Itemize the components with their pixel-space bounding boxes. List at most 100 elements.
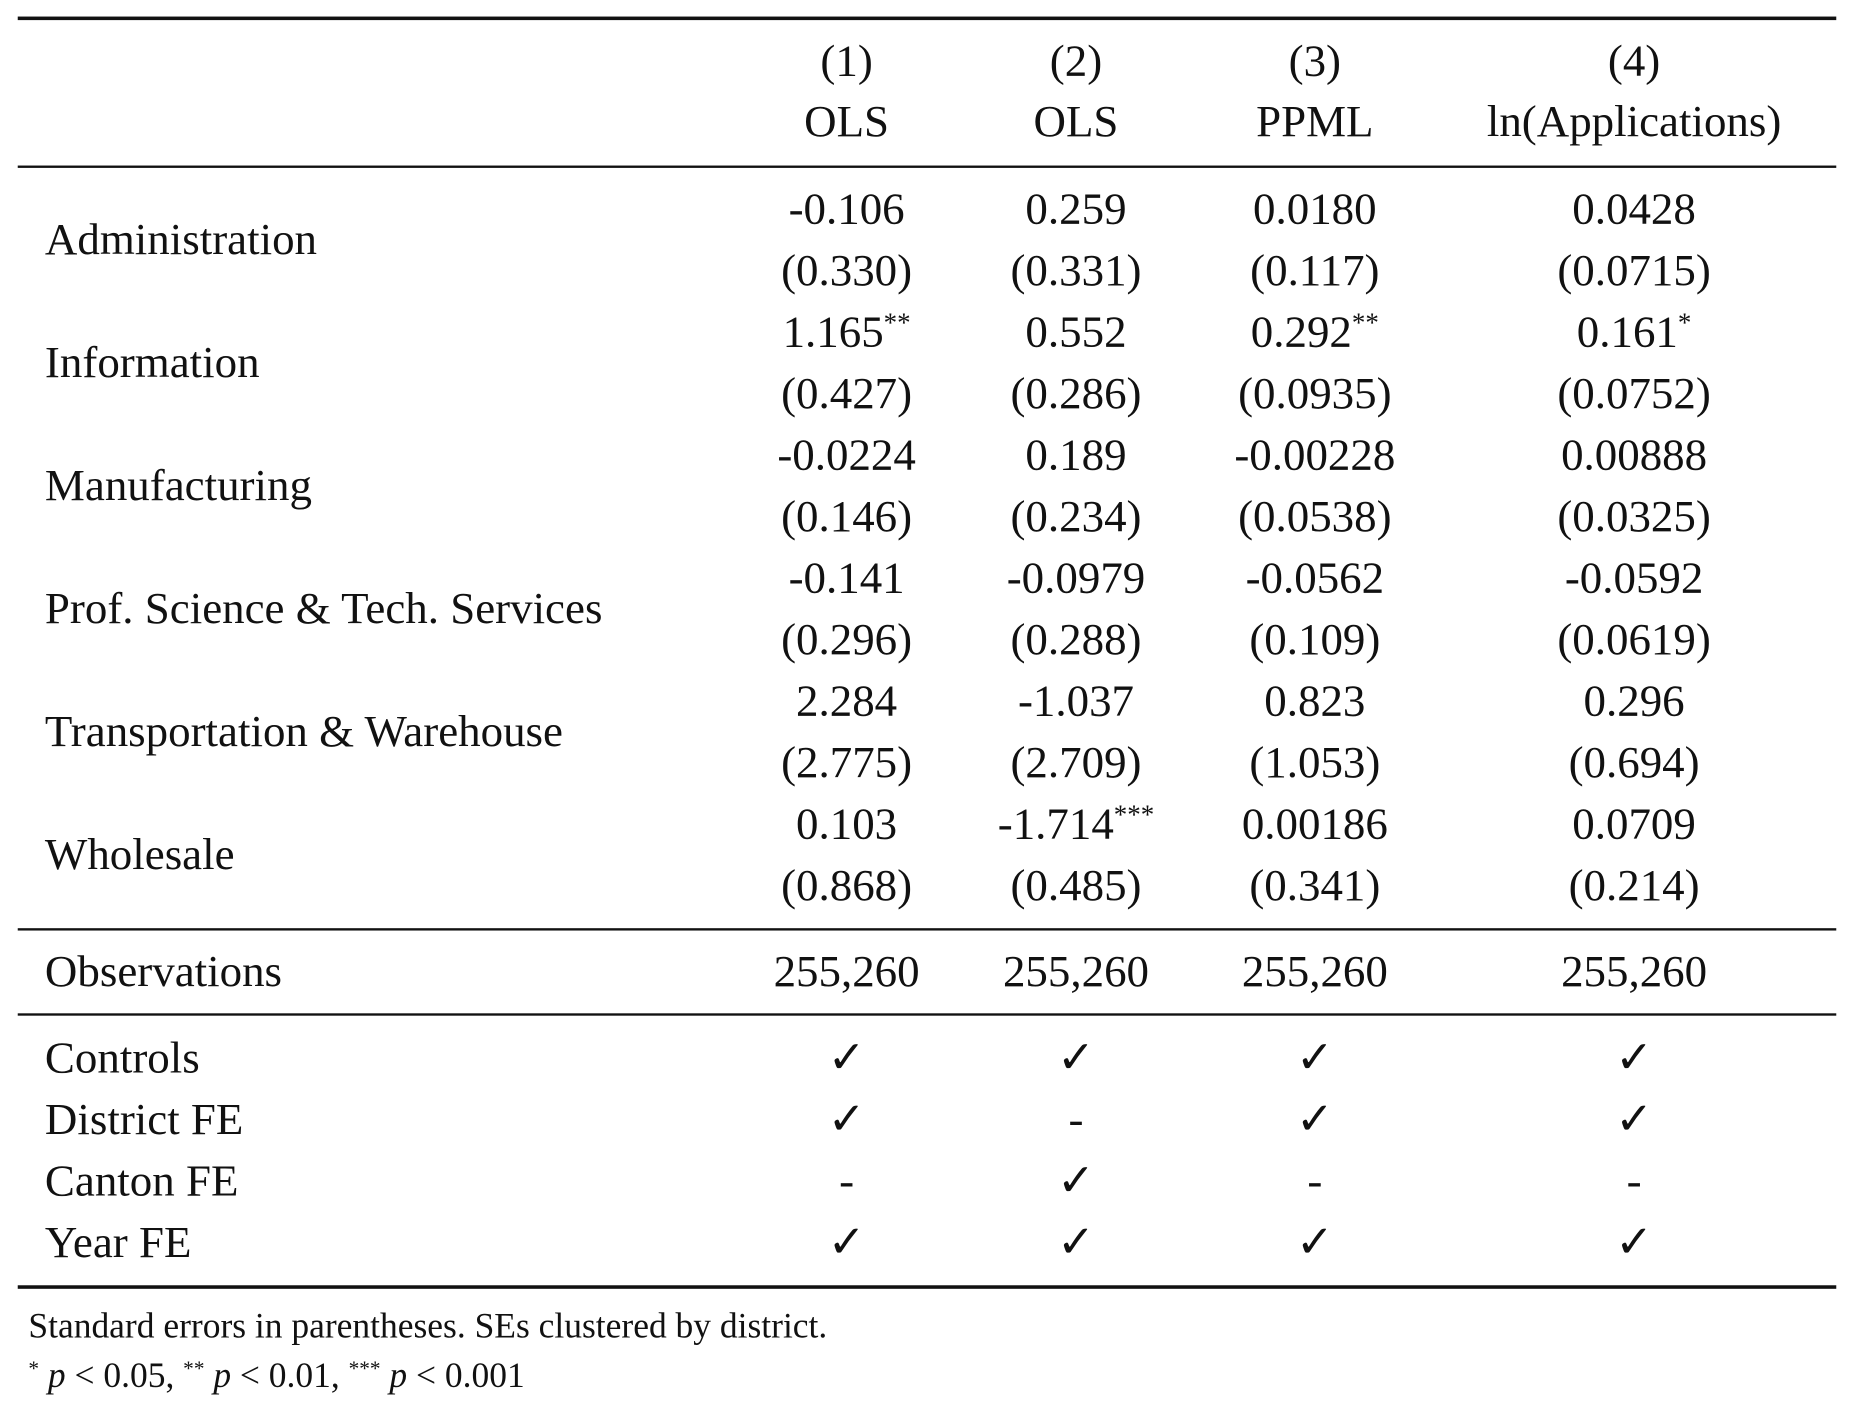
column-model: ln(Applications) (1486, 96, 1782, 147)
note-bound: < 0.05, (74, 1356, 175, 1396)
coefficient: -0.141 (788, 553, 905, 604)
coefficient: 0.189 (1025, 430, 1127, 481)
coefficient-cell: 0.292** (1250, 307, 1379, 358)
coefficient-cell: 0.00888 (1561, 433, 1707, 478)
note-stars: * (28, 1356, 40, 1380)
coefficient-cell: 0.0180 (1253, 187, 1377, 232)
coefficient-cell: 0.296 (1584, 679, 1685, 724)
fe-mark: ✓ (1057, 1033, 1095, 1084)
row-label: Year FE (44, 1217, 192, 1268)
note-stars: *** (348, 1356, 381, 1380)
coefficient-cell: 0.552 (1025, 310, 1126, 355)
row-label: Information (44, 338, 260, 388)
standard-error: (0.214) (1568, 860, 1700, 911)
row-label: Wholesale (44, 830, 235, 880)
coefficient-cell: 1.165** (783, 307, 911, 354)
coefficient: 0.259 (1025, 184, 1127, 235)
standard-error: (0.0752) (1557, 368, 1711, 419)
note-stars: ** (183, 1356, 205, 1380)
coefficient-cell: 2.284 (796, 679, 897, 724)
column-model: OLS (1033, 96, 1119, 147)
coefficient-cell: 0.0709 (1572, 802, 1696, 847)
coefficient-cell: -1.714*** (997, 799, 1155, 849)
observations-value: 255,260 (1561, 947, 1708, 997)
coefficient: 0.00888 (1561, 430, 1708, 481)
observations-value: 255,260 (1002, 947, 1149, 997)
fe-mark: ✓ (1296, 1094, 1334, 1145)
coefficient: 2.284 (796, 676, 898, 726)
row-label: Transportation & Warehouse (44, 707, 563, 757)
note-symbol: p (47, 1356, 66, 1396)
coefficient-cell: 0.0428 (1572, 187, 1696, 232)
standard-error: (0.331) (1010, 245, 1142, 296)
standard-error: (0.109) (1249, 614, 1381, 665)
standard-error: (0.117) (1250, 245, 1380, 296)
standard-error: (0.146) (781, 491, 913, 542)
coefficient-cell: 0.189 (1025, 433, 1126, 478)
row-label: Controls (44, 1033, 200, 1084)
fe-mark: ✓ (1057, 1217, 1095, 1268)
coefficient: 0.552 (1025, 307, 1127, 358)
standard-error: (0.234) (1010, 491, 1142, 542)
significance-stars: * (1677, 307, 1692, 338)
standard-error: (0.0715) (1557, 245, 1711, 296)
standard-error: (0.485) (1010, 860, 1142, 911)
coefficient: -1.714 (997, 799, 1114, 849)
coefficient-cell: -0.0979 (1007, 556, 1146, 601)
column-model: PPML (1256, 96, 1374, 147)
note-text: Standard errors in parentheses. SEs clus… (28, 1306, 828, 1346)
standard-error: (0.427) (781, 368, 913, 419)
observations-value: 255,260 (1241, 947, 1388, 997)
coefficient: -1.037 (1017, 676, 1135, 726)
fe-mark: - (1068, 1094, 1084, 1145)
coefficient: -0.0979 (1006, 553, 1146, 604)
fe-mark: ✓ (827, 1033, 866, 1084)
coefficient: 0.161 (1576, 307, 1678, 358)
column-number: (2) (1049, 36, 1103, 87)
row-label: Administration (44, 215, 318, 265)
row-label: Canton FE (44, 1156, 239, 1207)
column-number: (1) (820, 36, 873, 87)
fe-mark: ✓ (1296, 1033, 1334, 1084)
fe-mark: - (839, 1156, 855, 1207)
coefficient: 0.292 (1250, 307, 1352, 358)
coefficient: 0.0709 (1572, 799, 1696, 849)
standard-error: (0.868) (781, 860, 913, 911)
coefficient-cell: -0.141 (789, 556, 905, 601)
row-label: Manufacturing (44, 461, 312, 511)
coefficient-cell: 0.161* (1576, 307, 1692, 358)
fe-mark: - (1307, 1156, 1323, 1207)
fe-mark: ✓ (1615, 1094, 1653, 1145)
coefficient: -0.00228 (1234, 430, 1396, 481)
fe-mark: ✓ (827, 1094, 866, 1145)
standard-error: (0.0538) (1238, 491, 1392, 542)
row-label: District FE (44, 1094, 244, 1145)
row-label: Prof. Science & Tech. Services (44, 584, 603, 634)
top-rule (17, 16, 1837, 21)
coefficient: 0.103 (796, 799, 898, 849)
note-symbol: p (213, 1356, 232, 1396)
standard-error: (1.053) (1249, 737, 1381, 788)
coefficient: 0.0428 (1572, 184, 1696, 235)
fe-mark: ✓ (1615, 1033, 1653, 1084)
standard-error: (0.0619) (1557, 614, 1711, 665)
standard-error: (0.330) (781, 245, 913, 296)
header-rule (17, 165, 1837, 168)
note-bound: < 0.001 (416, 1356, 525, 1396)
observations-value: 255,260 (773, 947, 920, 997)
coefficient: 0.823 (1264, 676, 1366, 726)
coefficient: -0.0562 (1245, 553, 1385, 604)
significance-stars: ** (883, 307, 911, 338)
coefficient: -0.106 (788, 184, 905, 235)
column-number: (3) (1288, 36, 1342, 87)
standard-error: (2.775) (781, 737, 913, 788)
standard-error: (0.296) (781, 614, 913, 665)
coefficient-cell: 0.00186 (1242, 802, 1388, 847)
standard-error: (0.694) (1568, 737, 1700, 788)
column-number: (4) (1607, 36, 1661, 87)
standard-error: (0.341) (1249, 860, 1381, 911)
coefficient: -0.0224 (777, 430, 916, 481)
row-label: Observations (44, 947, 283, 997)
fe-mark: ✓ (1615, 1217, 1653, 1268)
